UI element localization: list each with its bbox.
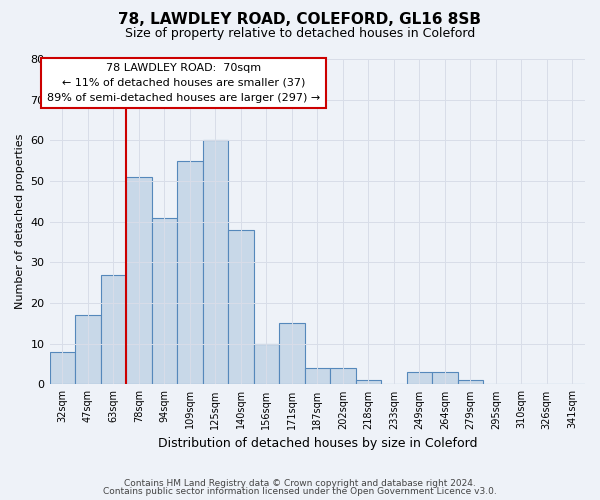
Bar — [177, 160, 203, 384]
Bar — [50, 352, 75, 384]
Text: 78 LAWDLEY ROAD:  70sqm
← 11% of detached houses are smaller (37)
89% of semi-de: 78 LAWDLEY ROAD: 70sqm ← 11% of detached… — [47, 63, 320, 102]
Text: Size of property relative to detached houses in Coleford: Size of property relative to detached ho… — [125, 28, 475, 40]
Bar — [152, 218, 177, 384]
Text: 78, LAWDLEY ROAD, COLEFORD, GL16 8SB: 78, LAWDLEY ROAD, COLEFORD, GL16 8SB — [119, 12, 482, 28]
Text: Contains HM Land Registry data © Crown copyright and database right 2024.: Contains HM Land Registry data © Crown c… — [124, 478, 476, 488]
Bar — [101, 274, 126, 384]
X-axis label: Distribution of detached houses by size in Coleford: Distribution of detached houses by size … — [158, 437, 477, 450]
Bar — [228, 230, 254, 384]
Bar — [126, 177, 152, 384]
Bar — [407, 372, 432, 384]
Y-axis label: Number of detached properties: Number of detached properties — [15, 134, 25, 310]
Bar — [254, 344, 279, 385]
Bar — [330, 368, 356, 384]
Bar — [75, 316, 101, 384]
Bar — [458, 380, 483, 384]
Bar — [203, 140, 228, 384]
Bar — [432, 372, 458, 384]
Bar — [305, 368, 330, 384]
Bar — [279, 324, 305, 384]
Text: Contains public sector information licensed under the Open Government Licence v3: Contains public sector information licen… — [103, 487, 497, 496]
Bar — [356, 380, 381, 384]
